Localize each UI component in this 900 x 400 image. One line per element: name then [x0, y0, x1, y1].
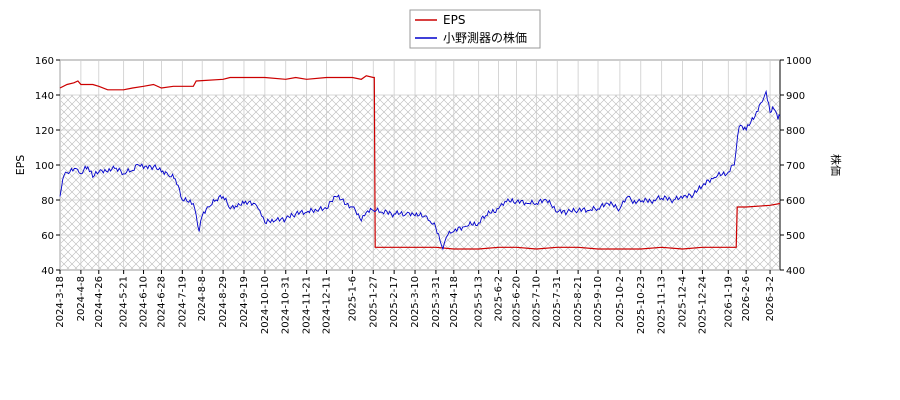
x-tick-label: 2025-3-10 [410, 276, 421, 328]
x-tick-label: 2024-4-26 [94, 276, 105, 328]
x-tick-label: 2024-10-10 [260, 276, 271, 334]
x-tick-label: 2025-7-31 [552, 276, 563, 328]
legend-label-eps: EPS [443, 13, 465, 27]
right-tick-label: 500 [786, 231, 805, 242]
right-y-axis: 400 500 600 700 800 900 1000 [780, 56, 811, 277]
x-tick-label: 2024-7-19 [177, 276, 188, 328]
grid-lines [59, 59, 780, 271]
x-tick-label: 2024-3-18 [55, 276, 66, 328]
x-tick-label: 2025-12-24 [697, 276, 708, 334]
right-tick-label: 400 [786, 266, 805, 277]
x-axis: 2024-3-18 2024-4-8 2024-4-26 2024-5-21 2024-… [55, 270, 776, 334]
x-tick-label: 2025-6-20 [511, 276, 522, 328]
x-tick-label: 2024-8-29 [218, 276, 229, 328]
x-tick-label: 2024-6-28 [156, 276, 167, 328]
x-tick-label: 2024-11-21 [302, 276, 313, 334]
legend-label-price: 小野測器の株価 [443, 30, 527, 45]
legend-box [409, 9, 541, 49]
x-tick-label: 2025-9-10 [593, 276, 604, 328]
x-tick-label: 2025-7-10 [531, 276, 542, 328]
x-tick-label: 2024-12-11 [322, 276, 333, 334]
x-tick-label: 2025-3-31 [431, 276, 442, 328]
x-tick-label: 2024-5-21 [119, 276, 130, 328]
series-layer [59, 75, 781, 251]
x-tick-label: 2024-6-10 [139, 276, 150, 328]
y-axis-title-right: 株価 [829, 154, 843, 176]
left-tick-label: 160 [35, 56, 54, 67]
x-tick-label: 2025-4-18 [449, 276, 460, 328]
left-tick-label: 60 [41, 231, 54, 242]
left-tick-label: 100 [35, 161, 54, 172]
legend: EPS 小野測器の株価 [409, 9, 541, 49]
x-tick-label: 2025-10-2 [615, 276, 626, 328]
left-tick-label: 140 [35, 91, 54, 102]
right-tick-label: 1000 [786, 56, 811, 67]
x-tick-label: 2024-9-19 [239, 276, 250, 328]
left-tick-label: 40 [41, 266, 54, 277]
right-tick-label: 600 [786, 196, 805, 207]
x-tick-label: 2024-10-31 [281, 276, 292, 334]
x-tick-label: 2025-11-13 [657, 276, 668, 334]
x-tick-label: 2026-3-2 [765, 276, 776, 321]
x-tick-label: 2024-8-8 [197, 276, 208, 321]
series-line-eps [59, 75, 781, 250]
right-tick-label: 700 [786, 161, 805, 172]
x-tick-label: 2025-6-2 [494, 276, 505, 321]
right-tick-label: 900 [786, 91, 805, 102]
x-tick-label: 2025-8-21 [573, 276, 584, 328]
x-tick-label: 2025-12-4 [678, 276, 689, 328]
hatched-region [61, 95, 779, 269]
x-tick-label: 2025-1-27 [368, 276, 379, 328]
x-tick-label: 2025-1-6 [347, 276, 358, 321]
x-tick-label: 2025-2-17 [389, 276, 400, 328]
left-tick-label: 120 [35, 126, 54, 137]
x-tick-label: 2026-2-6 [741, 276, 752, 321]
left-tick-label: 80 [41, 196, 54, 207]
series-line-price [59, 89, 781, 251]
right-tick-label: 800 [786, 126, 805, 137]
y-axis-title-left: EPS [14, 155, 27, 176]
x-tick-label: 2024-4-8 [76, 276, 87, 321]
x-tick-label: 2026-1-19 [723, 276, 734, 328]
x-tick-label: 2025-10-23 [636, 276, 647, 334]
left-y-axis: 40 60 80 100 120 140 160 [35, 56, 60, 277]
x-tick-label: 2025-5-13 [474, 276, 485, 328]
